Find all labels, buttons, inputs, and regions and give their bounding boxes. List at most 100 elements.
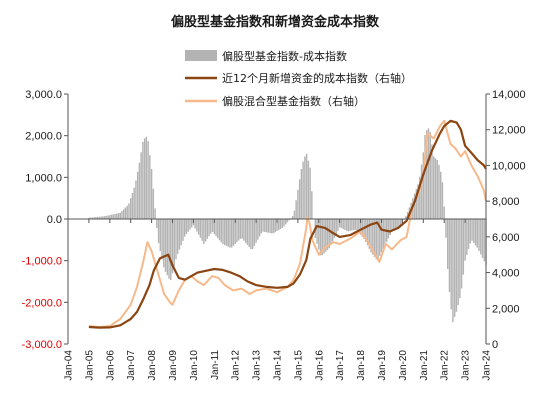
bar <box>117 213 120 219</box>
bar <box>455 219 458 312</box>
x-tick-label: Jan-18 <box>356 350 367 381</box>
bar <box>124 207 127 219</box>
bar <box>319 219 322 256</box>
bar <box>295 200 297 219</box>
bar <box>372 219 374 255</box>
bar <box>380 219 383 253</box>
bar <box>206 219 209 239</box>
bar <box>366 219 369 246</box>
bar <box>405 216 407 219</box>
bar <box>316 219 318 244</box>
bar <box>269 219 271 234</box>
bar <box>194 219 196 229</box>
bar <box>438 164 440 219</box>
bar <box>460 219 463 289</box>
bar <box>307 160 310 219</box>
left-tick-label: 0.0 <box>47 214 62 226</box>
bar <box>166 219 168 276</box>
bar <box>433 156 435 219</box>
bar <box>342 219 344 230</box>
bar <box>154 208 156 219</box>
bar <box>91 217 94 219</box>
bar <box>354 219 357 230</box>
bar <box>178 219 181 250</box>
bar <box>253 219 256 246</box>
bar <box>136 171 139 219</box>
bar <box>197 219 200 235</box>
bar <box>420 164 423 219</box>
bar <box>291 216 294 219</box>
bar <box>265 219 268 233</box>
bar <box>305 153 308 219</box>
bar <box>236 219 238 243</box>
left-tick-label: -1,000.0 <box>22 256 62 268</box>
bar <box>126 205 128 219</box>
bar <box>311 191 313 219</box>
bar <box>208 219 210 237</box>
bar <box>114 213 116 219</box>
bar <box>332 219 334 242</box>
left-tick-label: 1,000.0 <box>25 172 62 184</box>
bar <box>323 219 325 254</box>
bar <box>351 219 353 231</box>
bar <box>173 219 175 267</box>
bar <box>239 219 242 239</box>
bar <box>483 219 485 262</box>
bar <box>161 219 163 260</box>
bar <box>286 219 289 223</box>
bar <box>446 219 449 269</box>
right-tick-label: 10,000 <box>492 160 526 172</box>
bar <box>262 219 264 232</box>
chart-title: 偏股型基金指数和新增资金成本指数 <box>171 14 380 30</box>
bar <box>352 219 355 231</box>
left-tick-label: -3,000.0 <box>22 339 62 351</box>
bar <box>145 136 148 219</box>
x-tick-label: Jan-05 <box>84 350 95 381</box>
bar <box>250 219 252 249</box>
bar <box>417 184 419 219</box>
bar <box>356 219 358 231</box>
bar <box>96 216 99 219</box>
bar <box>272 219 275 234</box>
bar <box>251 219 254 249</box>
bar <box>227 219 229 247</box>
bar <box>274 219 276 233</box>
x-tick-label: Jan-20 <box>398 350 409 381</box>
bar <box>203 219 205 244</box>
bar <box>264 219 266 232</box>
bar <box>225 219 228 246</box>
bar <box>464 219 466 261</box>
bar <box>95 217 97 219</box>
bar <box>241 219 243 239</box>
bar <box>234 219 236 244</box>
bar <box>382 219 384 249</box>
bar <box>429 132 431 219</box>
bar <box>229 219 231 248</box>
bar <box>328 219 330 249</box>
bar <box>302 161 304 219</box>
bar <box>300 169 303 219</box>
bar <box>147 141 149 219</box>
bar <box>281 219 283 228</box>
bar <box>189 219 191 230</box>
bar <box>110 214 113 219</box>
bar <box>344 219 346 230</box>
bar <box>448 219 451 292</box>
bar <box>199 219 202 238</box>
bar <box>419 176 421 219</box>
bar <box>396 219 398 229</box>
bar <box>123 209 125 219</box>
bar <box>333 219 336 238</box>
legend-swatch-bars <box>185 50 217 61</box>
bar <box>232 219 235 246</box>
bar <box>100 216 102 219</box>
bar <box>257 219 259 240</box>
bar <box>163 219 165 268</box>
bar <box>119 212 121 219</box>
bar <box>427 128 430 219</box>
bar <box>98 216 101 219</box>
bar <box>237 219 240 241</box>
bar <box>149 155 151 219</box>
